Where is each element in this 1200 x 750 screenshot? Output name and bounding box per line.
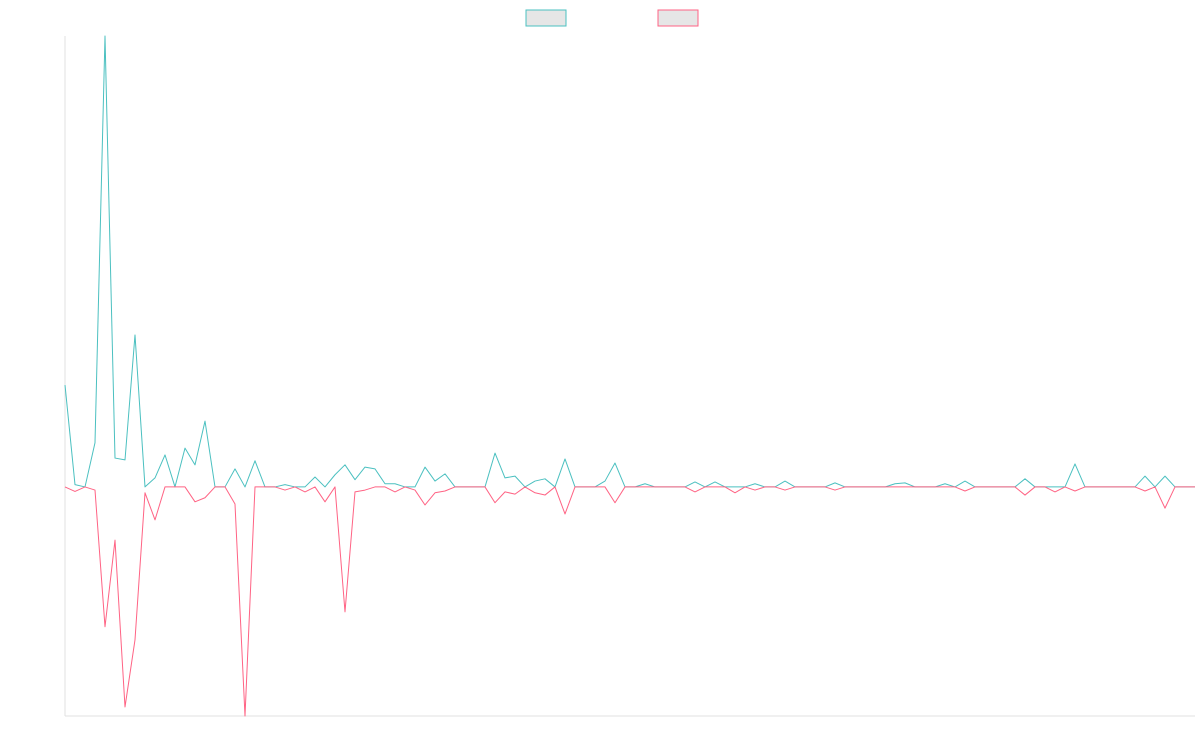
legend-swatch: [657, 9, 699, 27]
legend-swatch: [525, 9, 567, 27]
series-line: [64, 35, 1195, 488]
series-line: [64, 486, 1195, 717]
